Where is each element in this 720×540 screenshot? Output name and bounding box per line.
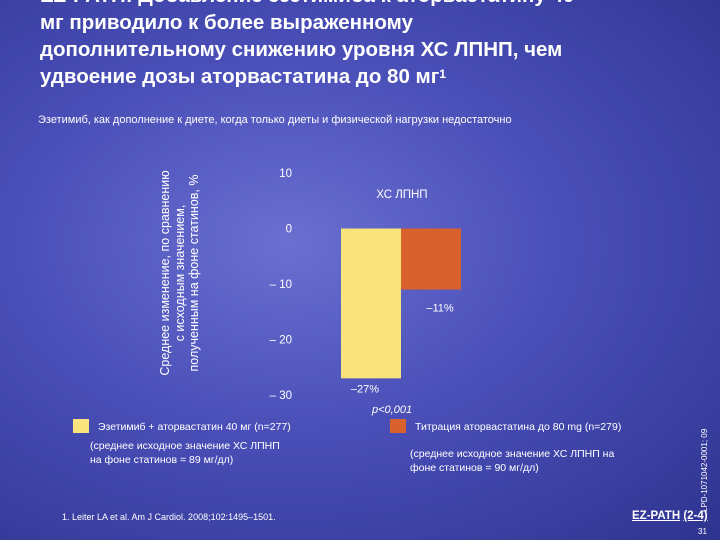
legend-sub-ezetimibe: (среднее исходное значение ХС ЛПНП на фо… — [90, 439, 280, 467]
legend-swatch-atorvastatin — [390, 419, 406, 433]
p-value: p<0,001 — [372, 404, 413, 416]
chart-title: ХС ЛПНП — [376, 189, 427, 201]
study-brand: EZ-PATH (2-4) — [632, 510, 708, 522]
study-brand-suffix: (2-4) — [683, 510, 708, 522]
legend-sub-atorvastatin: (среднее исходное значение ХС ЛПНП на фо… — [410, 447, 614, 475]
title-line-3-text: удвоение дозы аторвастатина до 80 мг — [40, 65, 440, 88]
title-footnote-mark: 1 — [439, 67, 446, 81]
y-tick-label: – 20 — [270, 335, 292, 347]
y-tick-label: 0 — [286, 224, 292, 236]
title-line-0: EZ-PATH: Добавление эзетимиба к аторваст… — [40, 0, 700, 9]
page-number: 31 — [698, 527, 707, 536]
slide-subtitle: Эзетимиб, как дополнение к диете, когда … — [38, 114, 512, 126]
bar-value-label: –11% — [426, 303, 454, 315]
legend-sub-ezetimibe-line-1: на фоне статинов = 89 мг/дл) — [90, 454, 234, 466]
bar-atorvastatin — [401, 228, 461, 290]
legend-sub-ezetimibe-line-0: (среднее исходное значение ХС ЛПНП — [90, 440, 280, 452]
legend-label-atorvastatin: Титрация аторвастатина до 80 mg (n=279) — [415, 421, 622, 433]
y-tick-label: – 30 — [270, 390, 292, 402]
legend-label-ezetimibe: Эзетимиб + аторвастатин 40 мг (n=277) — [98, 421, 291, 433]
legend-sub-atorvastatin-line-0: (среднее исходное значение ХС ЛПНП на — [410, 448, 615, 460]
y-tick-label: – 10 — [270, 279, 292, 291]
reference-citation: 1. Leiter LA et al. Am J Cardiol. 2008;1… — [62, 512, 276, 522]
bar-ezetimibe — [341, 228, 401, 379]
legend-swatch-ezetimibe — [73, 419, 89, 433]
document-code: LPD-1071042-0001; 09 — [700, 428, 709, 512]
bar-value-label: –27% — [351, 383, 379, 395]
study-brand-name: EZ-PATH — [632, 510, 681, 522]
title-line-1: мг приводило к более выраженному — [40, 11, 413, 34]
legend-sub-atorvastatin-line-1: фоне статинов = 90 мг/дл) — [410, 462, 539, 474]
title-line-2: дополнительному снижению уровня ХС ЛПНП,… — [40, 38, 563, 61]
title-line-3: удвоение дозы аторвастатина до 80 мг1 — [40, 63, 700, 90]
y-tick-label: 10 — [279, 168, 292, 180]
slide-title: EZ-PATH: Добавление эзетимиба к аторваст… — [40, 0, 700, 90]
